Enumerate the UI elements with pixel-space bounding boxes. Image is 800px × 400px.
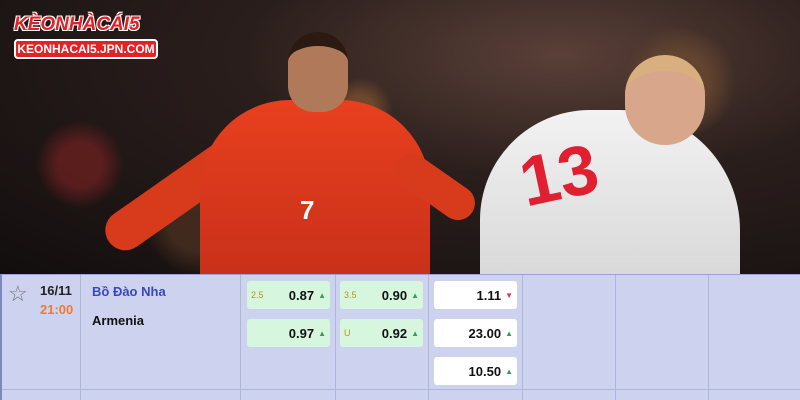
moneyline-home-odds[interactable]: 1.11 ▼ [434, 281, 517, 309]
arrow-up-icon: ▲ [318, 290, 326, 300]
match-date: 16/11 [40, 283, 72, 298]
logo-name: KÈONHÀCÁI5 [14, 14, 140, 35]
jersey-number: 13 [512, 128, 606, 222]
moneyline-away-odds[interactable]: 23.00 ▲ [434, 319, 517, 347]
player-head [625, 55, 705, 145]
odds-value: 10.50 [468, 363, 502, 379]
ou-line: 3.5 [344, 290, 357, 300]
arrow-down-icon: ▼ [505, 290, 513, 300]
divider [80, 275, 81, 400]
divider [522, 275, 523, 400]
arrow-up-icon: ▲ [411, 328, 419, 338]
home-team[interactable]: Bồ Đào Nha [92, 284, 166, 299]
player-white-jersey [480, 110, 740, 274]
player-red-jersey [200, 100, 430, 274]
away-team[interactable]: Armenia [92, 313, 145, 328]
odds-table: ☆ 16/11 21:00 Bồ Đào Nha Armenia 2.5 0.8… [0, 274, 800, 400]
odds-value: 0.97 [288, 325, 315, 341]
arrow-up-icon: ▲ [505, 366, 513, 376]
odds-value: 0.92 [381, 325, 408, 341]
match-time: 21:00 [40, 302, 74, 317]
hero-photo: 7 13 KÈONHÀCÁI5 KEONHACAI5.JPN.COM [0, 0, 800, 274]
divider [615, 275, 616, 400]
under-odds[interactable]: U 0.92 ▲ [340, 319, 423, 347]
ou-label: U [344, 328, 351, 338]
divider [335, 275, 336, 400]
jersey-number: 7 [300, 195, 315, 225]
odds-value: 0.87 [288, 287, 315, 303]
arrow-up-icon: ▲ [505, 328, 513, 338]
divider [2, 389, 800, 390]
over-odds[interactable]: 3.5 0.90 ▲ [340, 281, 423, 309]
arrow-up-icon: ▲ [318, 328, 326, 338]
arrow-up-icon: ▲ [411, 290, 419, 300]
logo-url: KEONHACAI5.JPN.COM [14, 39, 158, 59]
odds-value: 23.00 [468, 325, 502, 341]
player-head [288, 32, 348, 112]
divider [240, 275, 241, 400]
odds-value: 0.90 [381, 287, 408, 303]
divider [708, 275, 709, 400]
moneyline-draw-odds[interactable]: 10.50 ▲ [434, 357, 517, 385]
handicap-home-odds[interactable]: 2.5 0.87 ▲ [247, 281, 330, 309]
star-outline-icon[interactable]: ☆ [8, 281, 28, 306]
divider [428, 275, 429, 400]
odds-value: 1.11 [476, 287, 502, 303]
site-logo[interactable]: KÈONHÀCÁI5 KEONHACAI5.JPN.COM [14, 14, 158, 59]
handicap-line: 2.5 [251, 290, 264, 300]
handicap-away-odds[interactable]: 0.97 ▲ [247, 319, 330, 347]
